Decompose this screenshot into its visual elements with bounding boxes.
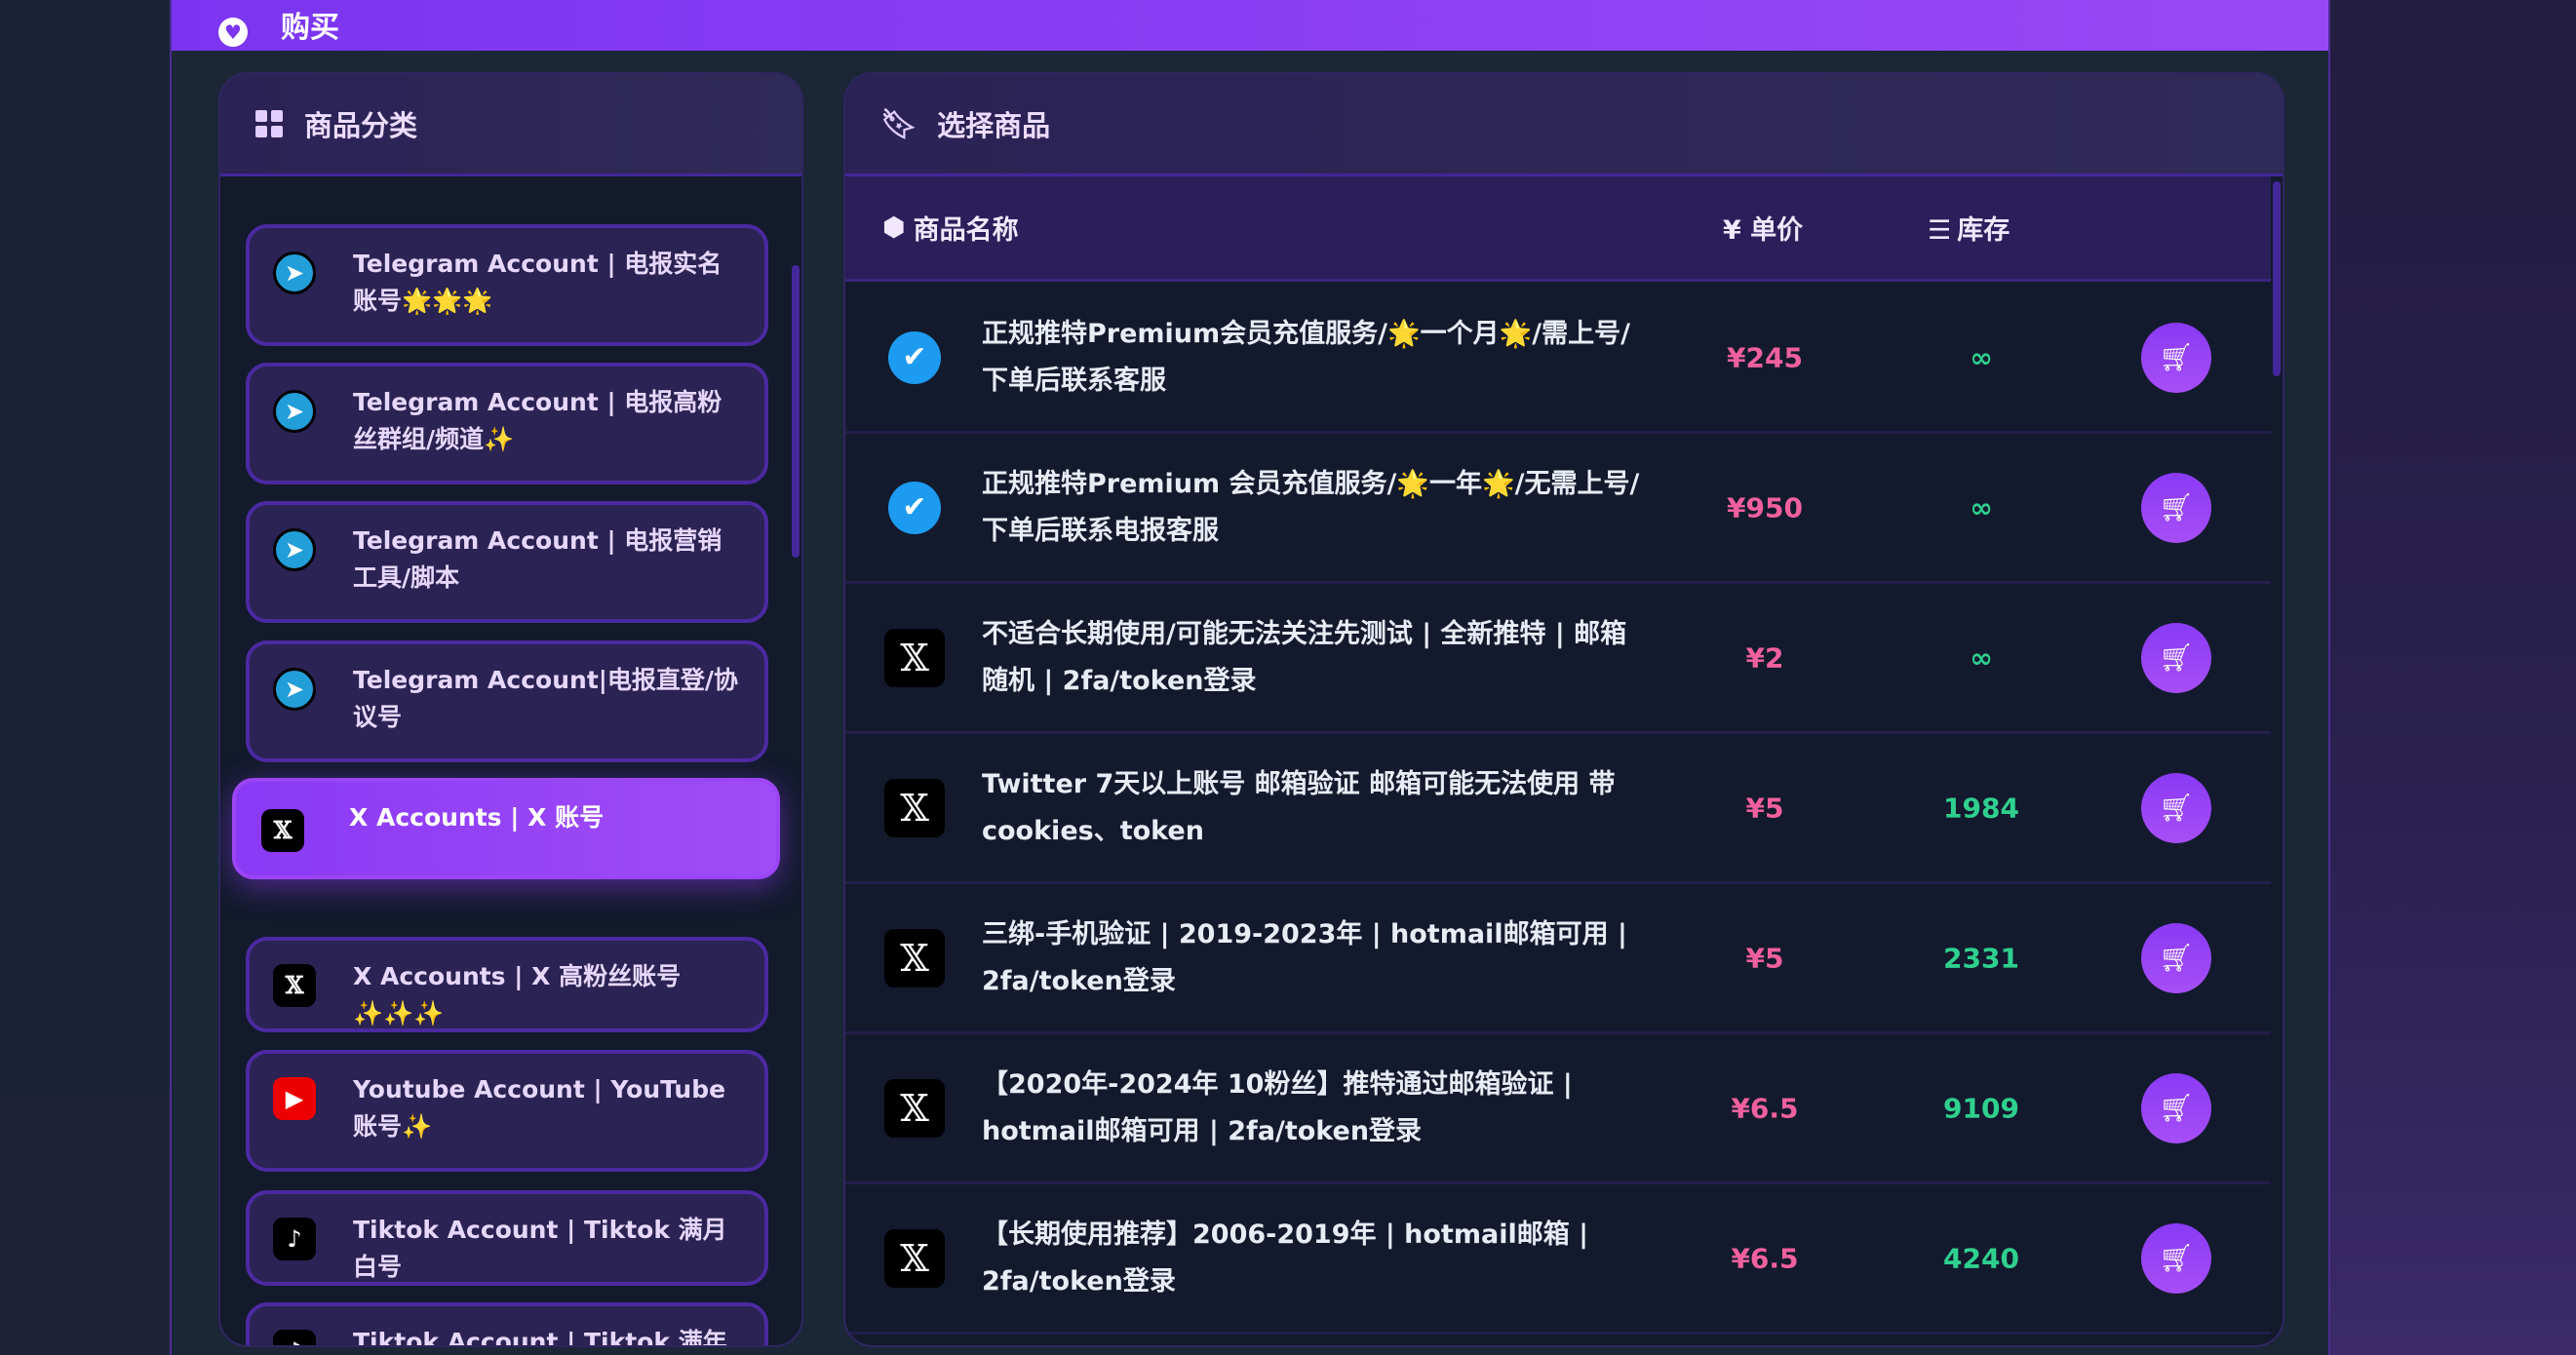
x-icon: 𝕏: [884, 1228, 945, 1288]
category-panel-title: 商品分类: [304, 109, 418, 142]
tiktok-icon: ♪: [273, 1330, 316, 1345]
x-icon: 𝕏: [261, 809, 304, 852]
product-row[interactable]: 𝕏 三绑-手机验证 | 2019-2023年 | hotmail邮箱可用 | 2f…: [845, 884, 2271, 1034]
category-panel-header: 商品分类: [220, 74, 801, 176]
product-price: ¥950: [1727, 491, 1803, 523]
product-price: ¥2: [1745, 641, 1784, 674]
product-name: 三绑-手机验证 | 2019-2023年 | hotmail邮箱可用 | 2fa…: [982, 918, 1627, 996]
verified-badge-icon: ✔: [888, 330, 941, 384]
telegram-icon: ➤: [273, 390, 316, 433]
cart-icon: 🛒︎: [2159, 642, 2194, 673]
category-item[interactable]: ➤ Telegram Account | 电报实名账号🌟🌟🌟: [246, 224, 768, 346]
product-name: 【长期使用推荐】2006-2019年 | hotmail邮箱 | 2fa/tok…: [982, 1219, 1588, 1297]
grid-icon: [255, 110, 283, 137]
category-label: Tiktok Account | Tiktok 满月白号: [353, 1216, 727, 1281]
youtube-icon: ▶: [273, 1077, 316, 1120]
heart-icon: ♥: [218, 18, 248, 47]
product-stock: 4240: [1943, 1242, 2019, 1274]
product-stock: 9109: [1943, 1092, 2019, 1124]
category-item[interactable]: ♪ Tiktok Account | Tiktok 满月白号: [246, 1190, 768, 1286]
category-label: Tiktok Account | Tiktok 满年白号: [353, 1328, 727, 1345]
table-header: ⬢ 商品名称 ¥ 单价 ☰ 库存: [845, 176, 2271, 282]
cart-icon: 🛒︎: [2159, 793, 2194, 823]
bookmark-icon: 🔖︎: [880, 106, 918, 141]
x-icon: 𝕏: [884, 628, 945, 687]
product-row[interactable]: 𝕏 不适合长期使用/可能无法关注先测试 | 全新推特 | 邮箱随机 | 2fa/t…: [845, 584, 2271, 734]
box-icon: ⬢: [882, 213, 906, 243]
add-to-cart-button[interactable]: 🛒︎: [2141, 322, 2211, 393]
product-stock: ∞: [1970, 641, 1993, 674]
purchase-section: ♥ 购买 商品分类 ➤Telegram Account | 电报账号API/一年…: [170, 0, 2330, 1355]
section-header: ♥ 购买: [172, 0, 2328, 51]
verified-badge-icon: ✔: [888, 481, 941, 534]
product-price: ¥6.5: [1731, 1242, 1799, 1274]
category-item[interactable]: ➤ Telegram Account|电报直登/协议号: [246, 640, 768, 762]
category-item[interactable]: ➤ Telegram Account | 电报营销工具/脚本: [246, 501, 768, 623]
product-price: ¥5: [1745, 792, 1784, 824]
product-panel-title: 选择商品: [937, 109, 1051, 142]
add-to-cart-button[interactable]: 🛒︎: [2141, 922, 2211, 993]
product-row[interactable]: 𝕏 【2020年-2024年 10粉丝】推特通过邮箱验证 | hotmail邮箱可…: [845, 1034, 2271, 1184]
category-label: Telegram Account | 电报高粉丝群组/频道✨: [353, 388, 722, 453]
x-icon: 𝕏: [884, 778, 945, 837]
category-list[interactable]: ➤Telegram Account | 电报账号API/一年号（365天+）🔥➤…: [220, 74, 801, 1345]
category-label: Youtube Account | YouTube 账号✨: [353, 1075, 726, 1141]
add-to-cart-button[interactable]: 🛒︎: [2141, 622, 2211, 693]
category-scrollbar[interactable]: [792, 265, 800, 558]
product-row[interactable]: 𝕏 【长期使用推荐】2006-2019年 | hotmail邮箱 | 2fa/to…: [845, 1184, 2271, 1335]
cart-icon: 🛒︎: [2159, 492, 2194, 523]
background-shade: [0, 1092, 170, 1355]
section-title: 购买: [281, 11, 339, 45]
database-icon: ☰: [1928, 215, 1952, 246]
background-glow: [2322, 0, 2576, 1355]
product-row[interactable]: ✔ 正规推特Premium 会员充值服务/🌟一年🌟/无需上号/下单后联系电报客服 ¥…: [845, 434, 2271, 584]
category-item[interactable]: ♪ Tiktok Account | Tiktok 满年白号: [246, 1302, 768, 1345]
category-label: Telegram Account | 电报实名账号🌟🌟🌟: [353, 250, 722, 315]
cart-icon: 🛒︎: [2159, 1093, 2194, 1123]
x-icon: 𝕏: [884, 1078, 945, 1138]
product-name: Twitter 7天以上账号 邮箱验证 邮箱可能无法使用 带cookies、to…: [982, 768, 1616, 846]
x-icon: 𝕏: [273, 964, 316, 1007]
cart-icon: 🛒︎: [2159, 1243, 2194, 1273]
product-stock: 1984: [1943, 792, 2019, 824]
category-label: X Accounts | X 账号: [349, 803, 605, 832]
cart-icon: 🛒︎: [2159, 342, 2194, 372]
telegram-icon: ➤: [273, 528, 316, 571]
product-panel-header: 🔖︎ 选择商品: [845, 74, 2283, 176]
product-stock: ∞: [1970, 491, 1993, 523]
product-panel: 🔖︎ 选择商品 ⬢ 商品名称 ¥ 单价 ☰ 库存 ✔ 正规推特Premium会员充值服…: [843, 72, 2284, 1347]
telegram-icon: ➤: [273, 252, 316, 294]
product-price: ¥245: [1727, 341, 1803, 373]
product-row[interactable]: ✔ 正规推特Premium会员充值服务/🌟一个月🌟/需上号/下单后联系客服 ¥245…: [845, 284, 2271, 434]
product-scrollbar[interactable]: [2273, 181, 2281, 376]
add-to-cart-button[interactable]: 🛒︎: [2141, 1072, 2211, 1143]
category-item[interactable]: 𝕏 X Accounts | X 高粉丝账号✨✨✨: [246, 937, 768, 1032]
category-item[interactable]: ➤ Telegram Account | 电报高粉丝群组/频道✨: [246, 363, 768, 484]
telegram-icon: ➤: [273, 668, 316, 711]
column-name: 商品名称: [913, 215, 1019, 246]
add-to-cart-button[interactable]: 🛒︎: [2141, 472, 2211, 543]
x-icon: 𝕏: [884, 928, 945, 987]
product-stock: ∞: [1970, 341, 1993, 373]
column-stock: 库存: [1957, 215, 2010, 246]
product-name: 【2020年-2024年 10粉丝】推特通过邮箱验证 | hotmail邮箱可用…: [982, 1068, 1573, 1146]
category-panel: 商品分类 ➤Telegram Account | 电报账号API/一年号（365…: [218, 72, 803, 1347]
category-item[interactable]: 𝕏 X Accounts | X 账号: [232, 778, 780, 879]
category-label: Telegram Account|电报直登/协议号: [353, 666, 739, 731]
category-label: Telegram Account | 电报营销工具/脚本: [353, 526, 722, 592]
add-to-cart-button[interactable]: 🛒︎: [2141, 772, 2211, 843]
add-to-cart-button[interactable]: 🛒︎: [2141, 1222, 2211, 1294]
cart-icon: 🛒︎: [2159, 943, 2194, 973]
product-price: ¥5: [1745, 942, 1784, 974]
product-name: 不适合长期使用/可能无法关注先测试 | 全新推特 | 邮箱随机 | 2fa/to…: [982, 618, 1627, 696]
column-price: ¥ 单价: [1723, 215, 1804, 246]
tiktok-icon: ♪: [273, 1218, 316, 1260]
category-label: X Accounts | X 高粉丝账号✨✨✨: [353, 962, 682, 1027]
product-stock: 2331: [1943, 942, 2019, 974]
product-name: 正规推特Premium 会员充值服务/🌟一年🌟/无需上号/下单后联系电报客服: [982, 468, 1640, 546]
category-item[interactable]: ▶ Youtube Account | YouTube 账号✨: [246, 1050, 768, 1172]
product-row[interactable]: 𝕏 Twitter 7天以上账号 邮箱验证 邮箱可能无法使用 带cookies、t…: [845, 734, 2271, 884]
product-name: 正规推特Premium会员充值服务/🌟一个月🌟/需上号/下单后联系客服: [982, 318, 1630, 396]
product-price: ¥6.5: [1731, 1092, 1799, 1124]
